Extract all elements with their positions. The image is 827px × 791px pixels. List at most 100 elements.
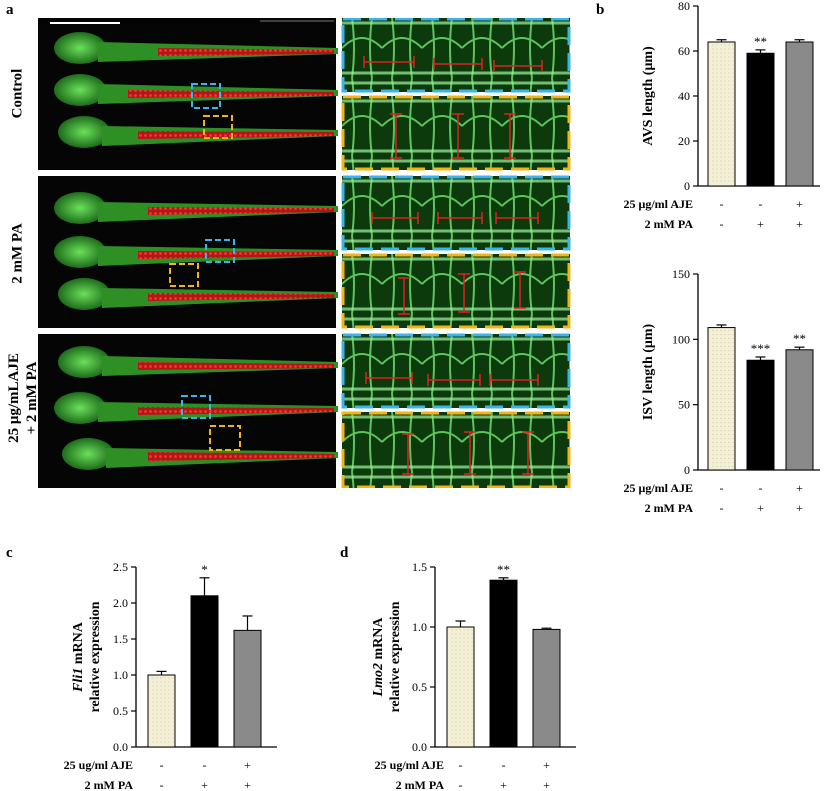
significance-label: ** bbox=[793, 331, 806, 346]
bar-texture-dot bbox=[164, 733, 166, 735]
bar-texture-dot bbox=[732, 180, 734, 182]
bar-texture-dot bbox=[712, 124, 714, 126]
bar-texture-dot bbox=[716, 386, 718, 388]
bar-texture-dot bbox=[716, 342, 718, 344]
bar-texture-dot bbox=[164, 721, 166, 723]
bar-texture-dot bbox=[712, 454, 714, 456]
bar-texture-dot bbox=[712, 382, 714, 384]
bar-texture-dot bbox=[728, 64, 730, 66]
bar-texture-dot bbox=[732, 406, 734, 408]
bar-texture-dot bbox=[712, 418, 714, 420]
bar-texture-dot bbox=[732, 398, 734, 400]
bar-texture-dot bbox=[732, 438, 734, 440]
bar-texture-dot bbox=[720, 164, 722, 166]
bar-texture-dot bbox=[720, 140, 722, 142]
bar-texture-dot bbox=[732, 462, 734, 464]
bar-texture-dot bbox=[451, 673, 453, 675]
bar-texture-dot bbox=[716, 120, 718, 122]
bar-texture-dot bbox=[724, 382, 726, 384]
condition-mark: - bbox=[720, 197, 724, 211]
bar-texture-dot bbox=[168, 721, 170, 723]
bar-texture-dot bbox=[720, 374, 722, 376]
bar-texture-dot bbox=[168, 701, 170, 703]
bar-texture-dot bbox=[716, 390, 718, 392]
bar-texture-dot bbox=[712, 390, 714, 392]
bar-texture-dot bbox=[732, 84, 734, 86]
bar-texture-dot bbox=[728, 100, 730, 102]
bar-texture-dot bbox=[716, 140, 718, 142]
condition-mark: + bbox=[543, 758, 550, 772]
bar-texture-dot bbox=[164, 697, 166, 699]
bar-texture-dot bbox=[728, 374, 730, 376]
bar-texture-dot bbox=[728, 418, 730, 420]
bar-texture-dot bbox=[459, 685, 461, 687]
bar-texture-dot bbox=[732, 366, 734, 368]
condition-mark: + bbox=[796, 197, 803, 211]
bar-texture-dot bbox=[459, 645, 461, 647]
bar-texture-dot bbox=[156, 705, 158, 707]
bar-texture-dot bbox=[467, 641, 469, 643]
bar-texture-dot bbox=[716, 334, 718, 336]
bar-texture-dot bbox=[732, 104, 734, 106]
bar-texture-dot bbox=[716, 394, 718, 396]
bar-texture-dot bbox=[728, 466, 730, 468]
bar-texture-dot bbox=[728, 116, 730, 118]
bar-texture-dot bbox=[716, 116, 718, 118]
bar-texture-dot bbox=[467, 693, 469, 695]
bar-texture-dot bbox=[152, 737, 154, 739]
bar-texture-dot bbox=[720, 438, 722, 440]
bar-texture-dot bbox=[728, 128, 730, 130]
bar-texture-dot bbox=[463, 701, 465, 703]
bar-texture-dot bbox=[712, 68, 714, 70]
bar-texture-dot bbox=[156, 685, 158, 687]
bar-texture-dot bbox=[152, 725, 154, 727]
bar-texture-dot bbox=[716, 160, 718, 162]
bar-texture-dot bbox=[732, 450, 734, 452]
condition-mark: + bbox=[796, 501, 803, 515]
condition-mark: + bbox=[500, 778, 507, 791]
bar-texture-dot bbox=[168, 725, 170, 727]
bar-texture-dot bbox=[728, 68, 730, 70]
bar-texture-dot bbox=[152, 685, 154, 687]
bar-texture-dot bbox=[160, 721, 162, 723]
bar-texture-dot bbox=[463, 713, 465, 715]
bar-texture-dot bbox=[164, 677, 166, 679]
bar-texture-dot bbox=[728, 330, 730, 332]
bar-texture-dot bbox=[455, 633, 457, 635]
bar-texture-dot bbox=[451, 649, 453, 651]
bar-texture-dot bbox=[724, 458, 726, 460]
bar-texture-dot bbox=[728, 108, 730, 110]
condition-mark: - bbox=[160, 758, 164, 772]
bar-texture-dot bbox=[455, 681, 457, 683]
bar-texture-dot bbox=[720, 72, 722, 74]
bar-texture-dot bbox=[168, 733, 170, 735]
bar-texture-dot bbox=[459, 733, 461, 735]
bar-texture-dot bbox=[724, 168, 726, 170]
bar-texture-dot bbox=[720, 366, 722, 368]
bar-texture-dot bbox=[467, 645, 469, 647]
bar-texture-dot bbox=[720, 92, 722, 94]
bar-texture-dot bbox=[732, 120, 734, 122]
bar-texture-dot bbox=[459, 641, 461, 643]
bar-texture-dot bbox=[712, 374, 714, 376]
bar-texture-dot bbox=[455, 653, 457, 655]
bar-texture-dot bbox=[152, 693, 154, 695]
bar-texture-dot bbox=[467, 661, 469, 663]
y-tick-label: 150 bbox=[672, 267, 690, 281]
bar-texture-dot bbox=[712, 410, 714, 412]
fish-image-pa bbox=[38, 176, 338, 328]
bar-texture-dot bbox=[712, 414, 714, 416]
bar-texture-dot bbox=[712, 116, 714, 118]
bar-texture-dot bbox=[724, 346, 726, 348]
bar-texture-dot bbox=[716, 366, 718, 368]
bar-texture-dot bbox=[712, 76, 714, 78]
bar-texture-dot bbox=[720, 342, 722, 344]
y-axis-label-line2: relative expression bbox=[388, 601, 403, 712]
bar-texture-dot bbox=[467, 649, 469, 651]
bar-texture-dot bbox=[451, 737, 453, 739]
bar-texture-dot bbox=[712, 338, 714, 340]
bar-texture-dot bbox=[164, 705, 166, 707]
bar-texture-dot bbox=[459, 689, 461, 691]
bar-texture-dot bbox=[463, 677, 465, 679]
bar-texture-dot bbox=[160, 685, 162, 687]
